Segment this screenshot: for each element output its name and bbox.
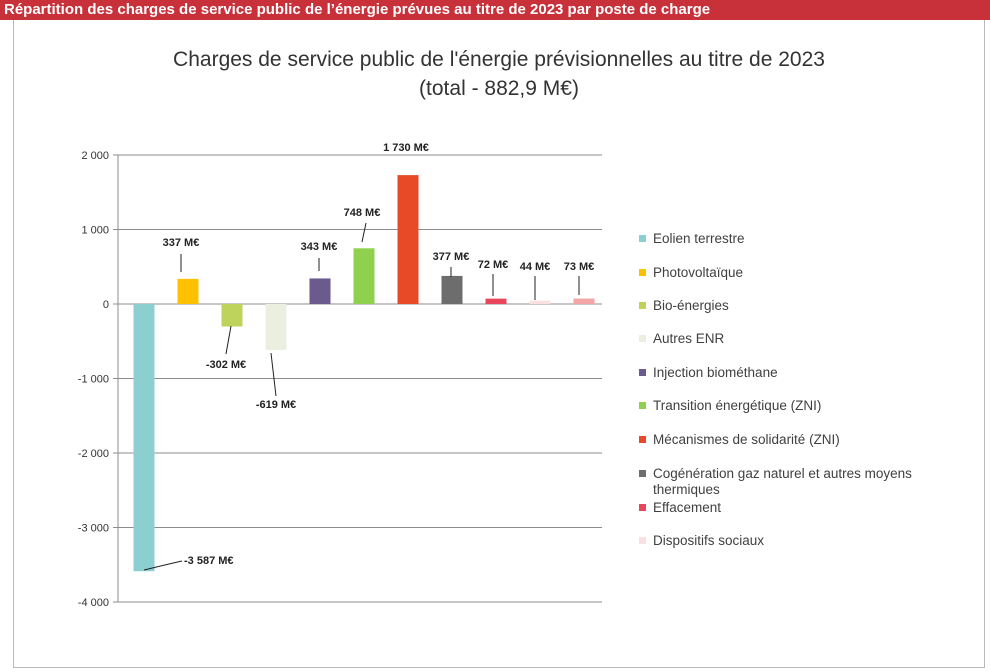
data-label: 343 M€ (301, 241, 338, 253)
data-label: 748 M€ (344, 207, 381, 219)
legend-swatch (639, 235, 646, 242)
bar-chart: Charges de service public de l'énergie p… (78, 48, 912, 609)
grid-layer: 2 000 1 000 0 -1 000 -2 000 -3 000 -4 000 (78, 150, 602, 609)
data-label: -619 M€ (256, 399, 296, 411)
legend-swatch (639, 269, 646, 276)
data-label: 1 730 M€ (383, 142, 429, 154)
data-label: 377 M€ (433, 251, 470, 263)
legend-swatch (639, 369, 646, 376)
y-tick-label: -4 000 (78, 597, 109, 609)
label-leader-line (270, 352, 277, 397)
bar (265, 304, 287, 351)
y-tick-label: -3 000 (78, 523, 109, 535)
legend-label: Injection biométhane (653, 365, 778, 380)
legend-label: Transition énergétique (ZNI) (653, 398, 821, 413)
y-tick-label: -1 000 (78, 374, 109, 386)
legend-swatch (639, 402, 646, 409)
y-tick-label: 2 000 (81, 150, 109, 162)
y-tick-label: 1 000 (81, 225, 109, 237)
bar (177, 278, 199, 304)
data-label: 337 M€ (163, 237, 200, 249)
chart-title: Charges de service public de l'énergie p… (173, 48, 825, 71)
legend-swatch (639, 504, 646, 511)
legend-label: Autres ENR (653, 331, 725, 346)
data-labels-layer: -3 587 M€ 337 M€ -302 M€ -619 M€ 343 M€ 748 M… (143, 142, 595, 571)
label-leader-line (361, 222, 367, 243)
legend: Eolien terrestre Photovoltaïque Bio-énergi… (639, 231, 912, 548)
y-tick-label: -2 000 (78, 448, 109, 460)
legend-label: Dispositifs sociaux (653, 533, 764, 548)
label-leader-line (225, 325, 232, 355)
chart-frame: Charges de service public de l'énergie p… (13, 20, 985, 668)
data-label: -302 M€ (206, 359, 246, 371)
legend-swatch (639, 470, 646, 477)
data-label: 72 M€ (478, 259, 509, 271)
bar (309, 278, 331, 304)
bar (397, 175, 419, 304)
legend-label: Photovoltaïque (653, 265, 743, 280)
legend-label: Bio-énergies (653, 298, 729, 313)
legend-swatch (639, 537, 646, 544)
data-label: 44 M€ (520, 261, 551, 273)
legend-label: Eolien terrestre (653, 231, 745, 246)
bar (441, 275, 463, 304)
page-banner: Répartition des charges de service publi… (0, 0, 990, 20)
legend-label: Cogénération gaz naturel et autres moyen… (653, 466, 912, 497)
legend-label: Effacement (653, 500, 721, 515)
legend-swatch (639, 302, 646, 309)
bar (573, 298, 595, 304)
bar (221, 304, 243, 327)
bar (353, 248, 375, 304)
bar (133, 304, 155, 572)
data-label: 73 M€ (564, 261, 595, 273)
bar (529, 300, 551, 304)
y-tick-label: 0 (103, 299, 109, 311)
bar (485, 298, 507, 304)
data-label: -3 587 M€ (184, 555, 234, 567)
label-leader-line (143, 560, 183, 571)
chart-subtitle: (total - 882,9 M€) (419, 77, 579, 100)
bars-layer (133, 175, 595, 572)
legend-label: Mécanismes de solidarité (ZNI) (653, 432, 840, 447)
legend-swatch (639, 436, 646, 443)
legend-swatch (639, 335, 646, 342)
